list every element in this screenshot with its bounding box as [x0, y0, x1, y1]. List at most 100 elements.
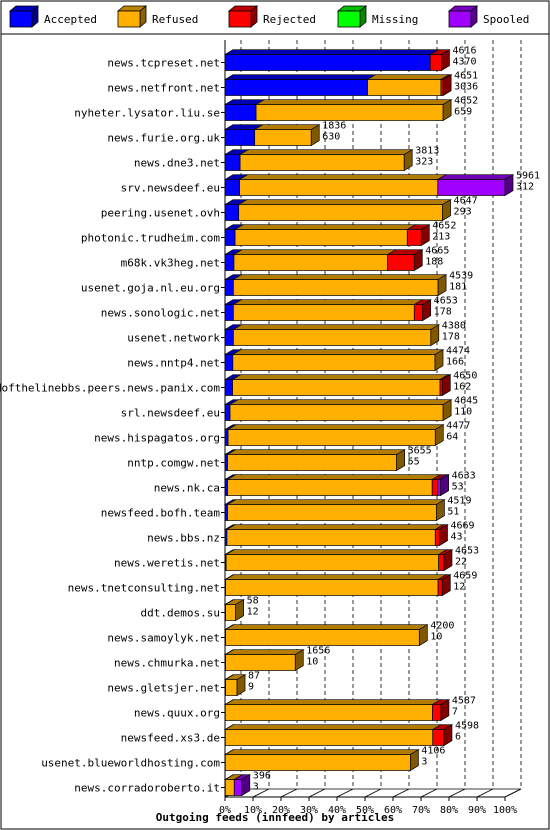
bar-segment	[432, 704, 442, 721]
bar-segment	[224, 329, 234, 346]
data-label-accepted: 10	[306, 657, 318, 668]
legend-swatch	[228, 10, 252, 28]
bar-top	[238, 174, 448, 180]
chart-title: Outgoing feeds (innfeed) by articles	[156, 811, 394, 824]
bar-side	[442, 399, 452, 422]
bar-side	[236, 674, 246, 697]
category-label: news.corradoroberto.it	[74, 782, 220, 795]
bar-top	[232, 324, 441, 330]
bar-top	[232, 274, 448, 280]
bar-side	[410, 749, 419, 772]
bar-side	[440, 474, 449, 497]
bar-top	[232, 249, 397, 255]
bar-segment	[406, 229, 422, 246]
bar-segment	[224, 704, 433, 721]
bar-segment	[226, 529, 436, 546]
bar-segment	[233, 779, 243, 796]
data-label-accepted: 9	[248, 682, 254, 693]
category-label: usenet.goja.nl.eu.org	[81, 282, 220, 295]
data-label-accepted: 3	[421, 757, 427, 768]
bar-segment	[437, 179, 506, 196]
data-label-accepted: 166	[446, 357, 464, 368]
bar-top	[254, 99, 453, 105]
bar-top	[224, 624, 429, 630]
data-label-offered: 4200	[430, 621, 454, 632]
category-label: srv.newsdeef.eu	[121, 182, 220, 195]
data-label-accepted: 22	[455, 557, 467, 568]
bar-segment	[437, 479, 441, 496]
data-label-offered: 4653	[455, 546, 479, 557]
bar-side	[443, 724, 453, 747]
data-label-accepted: 110	[454, 407, 472, 418]
data-label-offered: 4106	[421, 746, 445, 757]
x-tick-label: 80%	[440, 805, 458, 816]
category-label: nntp.comgw.net	[127, 457, 220, 470]
category-label: nyheter.lysator.liu.se	[74, 107, 220, 120]
data-label-accepted: 55	[408, 457, 420, 468]
data-label-offered: 4665	[425, 246, 449, 257]
category-label: srl.newsdeef.eu	[121, 407, 220, 420]
category-label: news.quux.org	[134, 707, 220, 720]
bar-top	[226, 474, 442, 480]
bar-segment	[239, 179, 439, 196]
bar-segment	[434, 529, 440, 546]
bar-top	[224, 574, 448, 580]
floor-gridline	[392, 788, 410, 798]
bar-segment	[224, 279, 234, 296]
bar-top	[226, 449, 406, 455]
bar-segment	[224, 379, 233, 396]
bar-segment	[224, 779, 235, 796]
bar-side	[235, 599, 244, 622]
data-label-accepted: 312	[516, 182, 534, 193]
x-tick-label: 100%	[493, 805, 517, 816]
data-label-accepted: 10	[430, 632, 442, 643]
data-label-offered: 4652	[432, 221, 456, 232]
category-label: news.sonologic.net	[101, 307, 220, 320]
data-label-offered: 87	[248, 671, 260, 682]
bar-segment	[234, 229, 408, 246]
legend-swatch	[9, 10, 33, 28]
data-label-offered: 3813	[415, 146, 439, 157]
bar-side	[403, 149, 413, 172]
bar-top	[436, 174, 515, 180]
data-label-offered: 4653	[434, 296, 458, 307]
data-label-offered: 5961	[516, 171, 540, 182]
bar-segment	[432, 729, 445, 746]
bar-side	[440, 699, 450, 722]
bar-segment	[224, 504, 228, 521]
bar-top	[224, 724, 443, 730]
category-label: news.nk.ca	[154, 482, 220, 495]
data-label-offered: 1836	[322, 121, 346, 132]
category-label: news.tnetconsulting.net	[68, 582, 220, 595]
data-label-offered: 4598	[455, 721, 479, 732]
bar-top	[225, 524, 445, 530]
bar-segment	[437, 579, 443, 596]
category-label: news.weretis.net	[114, 557, 220, 570]
bar-top	[366, 74, 451, 80]
bar-segment	[232, 354, 436, 371]
bar-side	[441, 574, 451, 597]
floor-gridline	[308, 788, 326, 798]
bar-top	[224, 699, 442, 705]
x-tick-label: 30%	[300, 805, 318, 816]
category-label: news.samoylyk.net	[107, 632, 220, 645]
bar-side	[420, 224, 430, 247]
bar-segment	[238, 204, 443, 221]
category-label: news.hispagatos.org	[94, 432, 220, 445]
bar-side	[442, 74, 452, 97]
category-label: news.gletsjer.net	[107, 682, 220, 695]
bar-side	[436, 499, 445, 522]
data-label-accepted: 659	[454, 107, 472, 118]
bar-segment	[224, 104, 257, 121]
bar-side	[422, 299, 432, 322]
bar-segment	[224, 304, 234, 321]
data-label-offered: 4519	[447, 496, 471, 507]
data-label-offered: 4477	[446, 421, 470, 432]
bar-side	[441, 49, 450, 72]
data-label-accepted: 630	[322, 132, 340, 143]
floor-gridline	[420, 788, 438, 798]
bar-segment	[224, 129, 256, 146]
bar-segment	[233, 279, 439, 296]
legend-label: Missing	[372, 13, 418, 26]
